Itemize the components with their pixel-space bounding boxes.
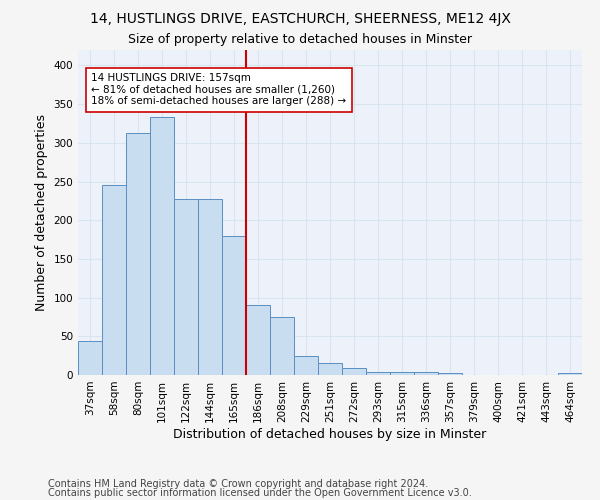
Bar	[318, 364, 342, 375]
Text: Contains HM Land Registry data © Crown copyright and database right 2024.: Contains HM Land Registry data © Crown c…	[48, 479, 428, 489]
Bar	[174, 198, 198, 375]
Text: 14 HUSTLINGS DRIVE: 157sqm
← 81% of detached houses are smaller (1,260)
18% of s: 14 HUSTLINGS DRIVE: 157sqm ← 81% of deta…	[91, 73, 346, 106]
Y-axis label: Number of detached properties: Number of detached properties	[35, 114, 48, 311]
X-axis label: Distribution of detached houses by size in Minster: Distribution of detached houses by size …	[173, 428, 487, 440]
Text: Contains public sector information licensed under the Open Government Licence v3: Contains public sector information licen…	[48, 488, 472, 498]
Bar	[246, 306, 270, 375]
Bar	[558, 372, 582, 375]
Bar	[150, 116, 174, 375]
Bar	[342, 368, 366, 375]
Text: Size of property relative to detached houses in Minster: Size of property relative to detached ho…	[128, 32, 472, 46]
Bar	[198, 198, 222, 375]
Bar	[102, 186, 126, 375]
Bar	[78, 341, 102, 375]
Bar	[222, 236, 246, 375]
Bar	[414, 372, 438, 375]
Bar	[294, 356, 318, 375]
Bar	[366, 372, 390, 375]
Bar	[390, 372, 414, 375]
Bar	[126, 133, 150, 375]
Bar	[438, 374, 462, 375]
Bar	[270, 317, 294, 375]
Text: 14, HUSTLINGS DRIVE, EASTCHURCH, SHEERNESS, ME12 4JX: 14, HUSTLINGS DRIVE, EASTCHURCH, SHEERNE…	[89, 12, 511, 26]
